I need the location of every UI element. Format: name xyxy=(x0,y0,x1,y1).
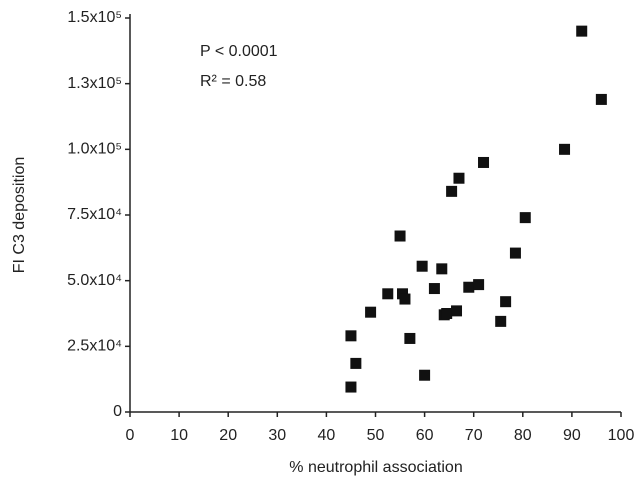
point xyxy=(404,332,416,344)
point xyxy=(419,369,431,381)
point xyxy=(446,185,458,197)
point xyxy=(595,93,607,105)
annotation: P < 0.0001 xyxy=(200,43,278,60)
point xyxy=(519,212,531,224)
x-tick-label: 70 xyxy=(465,427,483,444)
x-tick-label: 80 xyxy=(514,427,532,444)
point xyxy=(441,308,453,319)
y-tick-label: 5.0x10⁴ xyxy=(67,272,122,289)
point xyxy=(345,330,357,342)
x-tick-label: 90 xyxy=(563,427,581,444)
point xyxy=(576,25,588,37)
point xyxy=(436,263,448,275)
point xyxy=(428,283,440,295)
point xyxy=(473,279,485,291)
point xyxy=(478,156,490,168)
point xyxy=(350,357,362,369)
x-tick-label: 30 xyxy=(268,427,286,444)
point xyxy=(365,306,377,318)
y-tick-label: 7.5x10⁴ xyxy=(67,206,122,223)
x-tick-label: 10 xyxy=(170,427,188,444)
point xyxy=(509,247,521,259)
x-tick-label: 20 xyxy=(219,427,237,444)
point xyxy=(451,305,463,317)
point xyxy=(345,381,357,393)
x-axis-label: % neutrophil association xyxy=(289,459,462,476)
y-tick-label: 1.0x10⁵ xyxy=(67,141,122,158)
point xyxy=(416,260,428,272)
x-tick-label: 50 xyxy=(367,427,385,444)
y-tick-label: 0 xyxy=(113,403,122,420)
point xyxy=(495,315,507,327)
point xyxy=(463,281,475,293)
y-tick-label: 1.3x10⁵ xyxy=(67,75,122,92)
y-tick-label: 1.5x10⁵ xyxy=(67,9,122,26)
point xyxy=(382,288,394,300)
point xyxy=(399,293,411,305)
x-tick-label: 100 xyxy=(608,427,635,444)
point xyxy=(394,230,406,242)
y-tick-label: 2.5x10⁴ xyxy=(67,338,122,355)
point xyxy=(500,296,512,308)
x-tick-label: 60 xyxy=(416,427,434,444)
x-tick-label: 40 xyxy=(318,427,336,444)
annotation: R² = 0.58 xyxy=(200,73,266,90)
point xyxy=(453,172,465,184)
x-tick-label: 0 xyxy=(126,427,135,444)
point xyxy=(559,143,571,155)
y-axis-label: FI C3 deposition xyxy=(11,157,28,274)
